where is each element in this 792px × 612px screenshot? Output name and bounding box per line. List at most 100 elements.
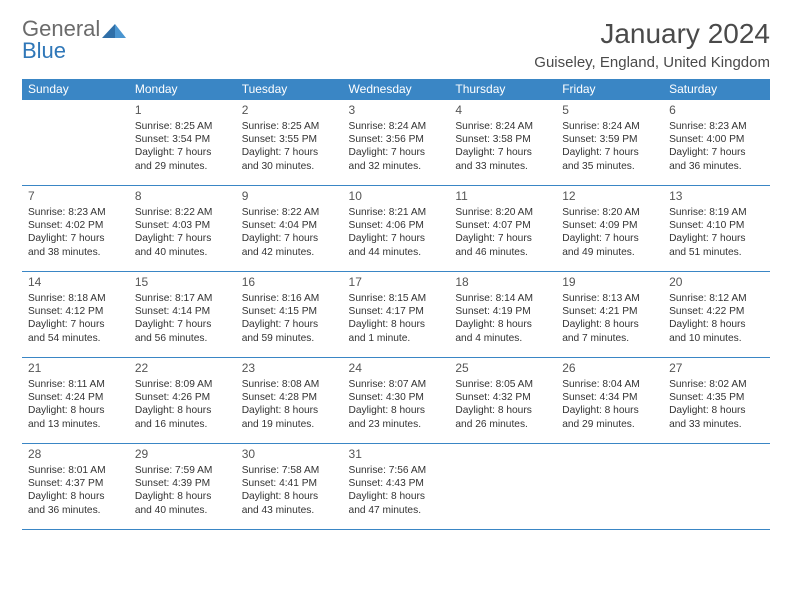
- sunset-line: Sunset: 3:54 PM: [135, 133, 230, 146]
- sunrise-line: Sunrise: 8:05 AM: [455, 378, 550, 391]
- calendar-cell: 13Sunrise: 8:19 AMSunset: 4:10 PMDayligh…: [663, 186, 770, 272]
- calendar-header-row: SundayMondayTuesdayWednesdayThursdayFrid…: [22, 79, 770, 100]
- calendar-body: 1Sunrise: 8:25 AMSunset: 3:54 PMDaylight…: [22, 100, 770, 530]
- sunset-line: Sunset: 4:17 PM: [349, 305, 444, 318]
- day-number: 24: [349, 361, 444, 376]
- weekday-header: Thursday: [449, 79, 556, 100]
- logo-text: General Blue: [22, 18, 100, 62]
- sunset-line: Sunset: 4:15 PM: [242, 305, 337, 318]
- calendar-cell-empty: [556, 444, 663, 530]
- sunset-line: Sunset: 4:41 PM: [242, 477, 337, 490]
- page-title: January 2024: [534, 18, 770, 50]
- day-number: 19: [562, 275, 657, 290]
- sunrise-line: Sunrise: 8:09 AM: [135, 378, 230, 391]
- sunset-line: Sunset: 4:24 PM: [28, 391, 123, 404]
- calendar-cell: 28Sunrise: 8:01 AMSunset: 4:37 PMDayligh…: [22, 444, 129, 530]
- weekday-header: Sunday: [22, 79, 129, 100]
- logo-word-blue: Blue: [22, 38, 66, 63]
- day-number: 27: [669, 361, 764, 376]
- sunrise-line: Sunrise: 8:20 AM: [455, 206, 550, 219]
- day-number: 21: [28, 361, 123, 376]
- daylight-line: Daylight: 7 hours and 36 minutes.: [669, 146, 764, 172]
- sunset-line: Sunset: 4:26 PM: [135, 391, 230, 404]
- daylight-line: Daylight: 8 hours and 13 minutes.: [28, 404, 123, 430]
- day-number: 3: [349, 103, 444, 118]
- sunset-line: Sunset: 4:30 PM: [349, 391, 444, 404]
- sunset-line: Sunset: 3:55 PM: [242, 133, 337, 146]
- daylight-line: Daylight: 8 hours and 33 minutes.: [669, 404, 764, 430]
- sunrise-line: Sunrise: 8:02 AM: [669, 378, 764, 391]
- title-block: January 2024 Guiseley, England, United K…: [534, 18, 770, 77]
- calendar-week-row: 7Sunrise: 8:23 AMSunset: 4:02 PMDaylight…: [22, 186, 770, 272]
- day-number: 7: [28, 189, 123, 204]
- sunrise-line: Sunrise: 8:17 AM: [135, 292, 230, 305]
- calendar-cell: 1Sunrise: 8:25 AMSunset: 3:54 PMDaylight…: [129, 100, 236, 186]
- daylight-line: Daylight: 7 hours and 54 minutes.: [28, 318, 123, 344]
- daylight-line: Daylight: 7 hours and 33 minutes.: [455, 146, 550, 172]
- sunset-line: Sunset: 4:21 PM: [562, 305, 657, 318]
- sunset-line: Sunset: 4:28 PM: [242, 391, 337, 404]
- daylight-line: Daylight: 7 hours and 59 minutes.: [242, 318, 337, 344]
- calendar-cell: 5Sunrise: 8:24 AMSunset: 3:59 PMDaylight…: [556, 100, 663, 186]
- sunrise-line: Sunrise: 8:04 AM: [562, 378, 657, 391]
- calendar-cell: 16Sunrise: 8:16 AMSunset: 4:15 PMDayligh…: [236, 272, 343, 358]
- calendar-cell-empty: [22, 100, 129, 186]
- sunset-line: Sunset: 4:10 PM: [669, 219, 764, 232]
- logo: General Blue: [22, 18, 126, 62]
- sunrise-line: Sunrise: 8:01 AM: [28, 464, 123, 477]
- sunset-line: Sunset: 4:37 PM: [28, 477, 123, 490]
- calendar-cell: 15Sunrise: 8:17 AMSunset: 4:14 PMDayligh…: [129, 272, 236, 358]
- weekday-header: Saturday: [663, 79, 770, 100]
- calendar-cell: 29Sunrise: 7:59 AMSunset: 4:39 PMDayligh…: [129, 444, 236, 530]
- calendar-table: SundayMondayTuesdayWednesdayThursdayFrid…: [22, 79, 770, 530]
- sunrise-line: Sunrise: 8:12 AM: [669, 292, 764, 305]
- sunrise-line: Sunrise: 7:58 AM: [242, 464, 337, 477]
- calendar-week-row: 21Sunrise: 8:11 AMSunset: 4:24 PMDayligh…: [22, 358, 770, 444]
- sunset-line: Sunset: 4:06 PM: [349, 219, 444, 232]
- calendar-cell: 22Sunrise: 8:09 AMSunset: 4:26 PMDayligh…: [129, 358, 236, 444]
- day-number: 29: [135, 447, 230, 462]
- calendar-cell: 9Sunrise: 8:22 AMSunset: 4:04 PMDaylight…: [236, 186, 343, 272]
- sunset-line: Sunset: 4:07 PM: [455, 219, 550, 232]
- calendar-cell-empty: [449, 444, 556, 530]
- calendar-week-row: 28Sunrise: 8:01 AMSunset: 4:37 PMDayligh…: [22, 444, 770, 530]
- sunrise-line: Sunrise: 8:25 AM: [135, 120, 230, 133]
- sunset-line: Sunset: 4:19 PM: [455, 305, 550, 318]
- calendar-cell: 12Sunrise: 8:20 AMSunset: 4:09 PMDayligh…: [556, 186, 663, 272]
- day-number: 13: [669, 189, 764, 204]
- daylight-line: Daylight: 8 hours and 10 minutes.: [669, 318, 764, 344]
- daylight-line: Daylight: 7 hours and 56 minutes.: [135, 318, 230, 344]
- sunrise-line: Sunrise: 8:24 AM: [562, 120, 657, 133]
- day-number: 9: [242, 189, 337, 204]
- day-number: 15: [135, 275, 230, 290]
- day-number: 14: [28, 275, 123, 290]
- day-number: 18: [455, 275, 550, 290]
- day-number: 17: [349, 275, 444, 290]
- day-number: 16: [242, 275, 337, 290]
- sunset-line: Sunset: 4:39 PM: [135, 477, 230, 490]
- day-number: 23: [242, 361, 337, 376]
- sunrise-line: Sunrise: 8:14 AM: [455, 292, 550, 305]
- sunrise-line: Sunrise: 8:18 AM: [28, 292, 123, 305]
- calendar-cell: 11Sunrise: 8:20 AMSunset: 4:07 PMDayligh…: [449, 186, 556, 272]
- calendar-cell: 6Sunrise: 8:23 AMSunset: 4:00 PMDaylight…: [663, 100, 770, 186]
- sunrise-line: Sunrise: 8:13 AM: [562, 292, 657, 305]
- calendar-cell: 8Sunrise: 8:22 AMSunset: 4:03 PMDaylight…: [129, 186, 236, 272]
- sunset-line: Sunset: 4:32 PM: [455, 391, 550, 404]
- sunset-line: Sunset: 4:43 PM: [349, 477, 444, 490]
- daylight-line: Daylight: 7 hours and 40 minutes.: [135, 232, 230, 258]
- sunset-line: Sunset: 4:34 PM: [562, 391, 657, 404]
- sunrise-line: Sunrise: 8:22 AM: [135, 206, 230, 219]
- calendar-cell: 4Sunrise: 8:24 AMSunset: 3:58 PMDaylight…: [449, 100, 556, 186]
- daylight-line: Daylight: 8 hours and 26 minutes.: [455, 404, 550, 430]
- daylight-line: Daylight: 7 hours and 44 minutes.: [349, 232, 444, 258]
- calendar-week-row: 14Sunrise: 8:18 AMSunset: 4:12 PMDayligh…: [22, 272, 770, 358]
- page-header: General Blue January 2024 Guiseley, Engl…: [22, 18, 770, 77]
- day-number: 12: [562, 189, 657, 204]
- sunset-line: Sunset: 3:59 PM: [562, 133, 657, 146]
- calendar-cell: 21Sunrise: 8:11 AMSunset: 4:24 PMDayligh…: [22, 358, 129, 444]
- calendar-cell: 31Sunrise: 7:56 AMSunset: 4:43 PMDayligh…: [343, 444, 450, 530]
- calendar-cell: 30Sunrise: 7:58 AMSunset: 4:41 PMDayligh…: [236, 444, 343, 530]
- day-number: 10: [349, 189, 444, 204]
- sunrise-line: Sunrise: 8:21 AM: [349, 206, 444, 219]
